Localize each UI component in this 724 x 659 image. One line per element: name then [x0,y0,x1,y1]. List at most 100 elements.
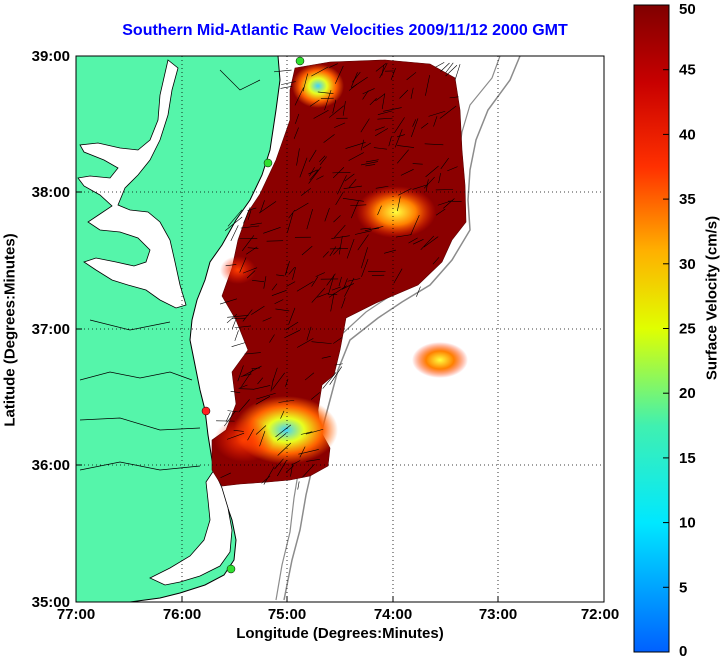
velocity-arrow [294,87,304,106]
velocity-arrow [239,388,254,390]
velocity-arrow [412,119,417,127]
velocity-arrow [420,122,429,129]
velocity-arrow [295,113,300,124]
x-tick-label: 74:00 [374,606,412,623]
velocity-arrow [227,410,238,413]
velocity-arrow [240,373,252,377]
velocity-arrow [334,122,346,128]
velocity-arrow [261,475,271,484]
velocity-arrow [388,136,392,147]
velocity-arrow [230,391,241,394]
y-tick-label: 38:00 [32,184,70,201]
velocity-arrow [322,251,329,258]
velocity-arrow [331,286,341,291]
velocity-arrow [299,446,306,458]
velocity-arrow [242,267,258,274]
velocity-arrow [423,176,435,189]
velocity-arrow [271,290,287,296]
velocity-arrow [262,317,272,322]
velocity-arrow [342,198,364,202]
colorbar-tick-label: 45 [679,62,696,79]
velocity-arrow [288,209,296,219]
velocity-arrow [334,363,343,366]
velocity-arrow [438,173,441,184]
map-title: Southern Mid-Atlantic Raw Velocities 200… [122,22,568,39]
velocity-arrow [308,169,318,175]
velocity-arrow [304,372,315,381]
velocity-vectors [216,62,462,490]
velocity-arrow [343,185,362,189]
velocity-arrow [232,317,237,329]
y-tick-label: 37:00 [32,321,70,338]
velocity-arrow [412,163,423,165]
velocity-arrow [286,281,296,287]
velocity-arrow [425,75,430,96]
velocity-arrow [449,96,459,99]
velocity-arrow [224,216,243,231]
velocity-arrow [287,212,294,233]
velocity-arrow [319,156,327,166]
velocity-arrow [396,149,409,164]
velocity-arrow [263,227,281,234]
velocity-arrow [361,258,369,278]
velocity-arrow [311,287,326,303]
colorbar-tick-label: 40 [679,126,696,143]
velocity-arrow [277,460,287,477]
velocity-arrow [375,185,389,189]
velocity-arrow [330,292,335,312]
velocity-arrow [294,202,309,212]
velocity-arrow [280,85,293,89]
velocity-arrow [399,89,409,99]
velocity-arrow [351,76,368,89]
velocity-arrow [243,207,251,224]
land-mass [76,56,281,602]
velocity-arrow [288,266,295,275]
velocity-arrow [297,481,300,490]
velocity-arrow [291,460,301,466]
velocity-arrow [252,385,271,390]
velocity-hotspot [292,64,344,108]
velocity-arrow [377,205,382,216]
velocity-arrow [343,278,348,289]
velocity-arrow [219,298,237,305]
velocity-arrow [365,159,379,163]
velocity-arrow [338,276,342,287]
velocity-arrow [433,116,438,127]
velocity-arrow [285,378,289,387]
velocity-arrow [329,366,343,385]
velocity-arrow [406,72,417,81]
colorbar-tick-label: 30 [679,256,696,273]
velocity-arrow [276,274,285,277]
velocity-arrow [377,110,393,115]
velocity-arrow [400,169,414,176]
velocity-arrow [432,257,440,265]
velocity-arrow [425,179,429,192]
velocity-arrow [241,235,255,251]
velocity-arrow [263,466,275,485]
velocity-arrow [333,215,341,223]
velocity-arrow [225,264,237,267]
velocity-arrow [362,142,371,149]
velocity-arrow [350,72,358,88]
velocity-arrow [225,412,231,422]
velocity-arrow [255,396,271,405]
velocity-arrow [285,321,299,331]
velocity-arrow [332,172,351,174]
velocity-arrow [435,62,445,68]
velocity-arrow [412,239,424,245]
velocity-arrow [269,334,275,343]
velocity-hotspot [356,186,436,238]
colorbar-tick-label: 35 [679,191,696,208]
velocity-arrow [285,264,289,275]
velocity-arrow [237,365,244,382]
velocity-arrow [300,431,313,435]
velocity-arrow [447,166,458,172]
velocity-arrow [238,399,250,413]
map-gridlines [76,56,604,602]
river-lines [79,69,261,471]
velocity-arrow [288,307,296,325]
velocity-arrow [270,378,274,392]
velocity-arrow [223,410,236,427]
velocity-arrow [360,247,368,269]
velocity-arrow [410,118,419,138]
